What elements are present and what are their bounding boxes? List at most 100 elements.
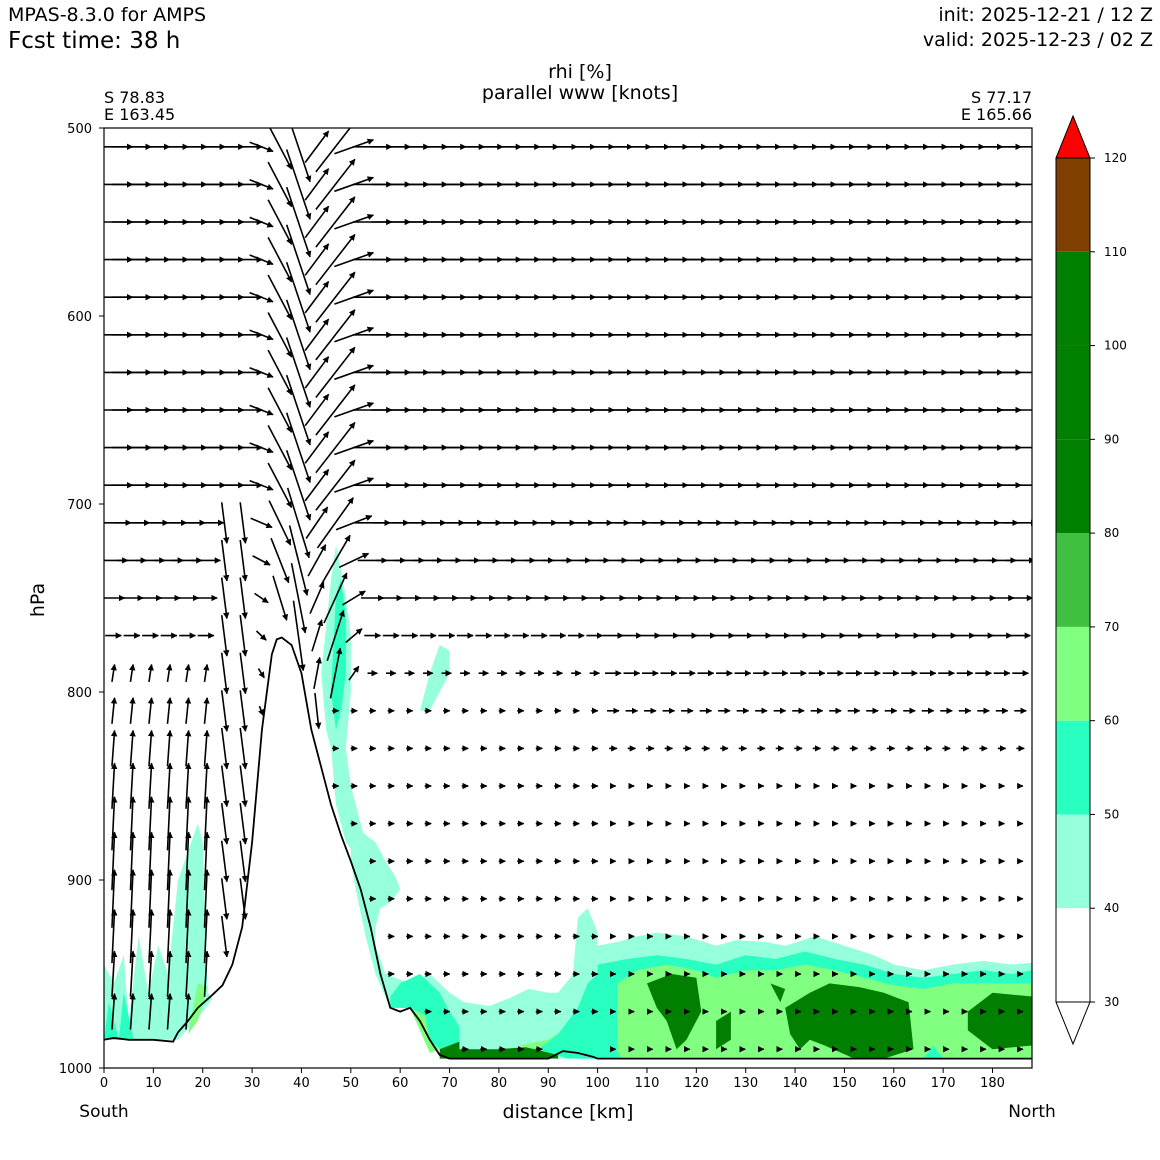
wind-vector (184, 663, 191, 683)
wind-vector (258, 705, 265, 716)
wind-vector (220, 502, 230, 544)
wind-vector (320, 534, 351, 586)
model-label: MPAS-8.3.0 for AMPS (8, 4, 207, 26)
chart-title: rhi [%] (548, 61, 612, 83)
colorbar-segment (1056, 720, 1090, 815)
wind-vectors (104, 128, 1032, 1053)
wind-vector (267, 312, 293, 358)
colorbar-extend-bottom (1055, 1001, 1091, 1046)
wind-vector (304, 243, 330, 276)
rhi-contour (104, 1002, 119, 1040)
wind-vector (315, 309, 356, 361)
colorbar-tick-label: 50 (1104, 807, 1119, 821)
wind-vector (285, 374, 312, 446)
colorbar-segment (1056, 626, 1090, 721)
wind-vector (342, 590, 366, 606)
wind-vector (315, 196, 356, 248)
wind-vector (148, 950, 155, 997)
wind-vector (249, 404, 274, 416)
x-tick-label: 80 (491, 1076, 508, 1091)
wind-vector (249, 479, 274, 491)
wind-vector (288, 525, 309, 596)
wind-vector (220, 577, 230, 620)
wind-vector (111, 831, 118, 891)
wind-vector (313, 656, 322, 690)
y-tick-label: 700 (67, 498, 92, 513)
wind-vector (268, 500, 292, 546)
colorbar-tick-label: 70 (1104, 620, 1119, 634)
x-tick-label: 150 (832, 1076, 857, 1091)
wind-vector (315, 128, 356, 173)
x-axis: 0 10 20 30 40 50 60 70 80 90 100 110 120 130 140 150 160… (100, 1068, 1005, 1091)
rhi-contour (770, 983, 786, 1003)
rhi-contour (390, 974, 460, 1055)
rhi-contour (459, 1039, 559, 1059)
colorbar-tick-label: 80 (1104, 526, 1119, 540)
x-tick-label: 140 (783, 1076, 808, 1091)
wind-vector (203, 663, 210, 683)
x-tick-label: 90 (540, 1076, 557, 1091)
wind-vector (239, 652, 248, 695)
colorbar-segment (1056, 345, 1090, 440)
y-tick-label: 800 (67, 686, 92, 701)
wind-vector (315, 459, 356, 511)
wind-vector (285, 337, 312, 408)
x-tick-label: 20 (194, 1076, 211, 1091)
wind-vector (220, 803, 230, 845)
x-tick-label: 110 (635, 1076, 660, 1091)
wind-vector (267, 387, 293, 433)
colorbar-extend-top (1055, 114, 1091, 159)
wind-vector (220, 727, 230, 770)
wind-vector (316, 497, 354, 549)
terrain (104, 636, 1032, 1060)
y-axis: 500 600 700 800 900 1000 (59, 122, 104, 1077)
wind-vector (285, 262, 312, 333)
x-tick-label: 120 (684, 1076, 709, 1091)
wind-vector (267, 236, 293, 283)
wind-vector (220, 690, 230, 732)
colorbar-tick-label: 100 (1104, 339, 1127, 353)
x-tick-label: 70 (441, 1076, 458, 1091)
wind-vector (129, 697, 136, 724)
wind-vector (110, 697, 118, 724)
wind-vector (285, 186, 312, 258)
wind-vector (129, 950, 136, 997)
wind-vector (147, 729, 155, 767)
forecast-time-label: Fcst time: 38 h (8, 28, 181, 54)
y-axis-label: hPa (27, 583, 49, 617)
wind-vector (315, 421, 356, 474)
rhi-contour (350, 823, 598, 1059)
wind-vector (166, 993, 173, 1030)
y-tick-label: 1000 (59, 1062, 92, 1077)
colorbar-tick-label: 30 (1104, 995, 1119, 1009)
wind-vector (147, 663, 154, 683)
wind-vector (166, 831, 174, 891)
x-tick-label: 50 (343, 1076, 360, 1091)
wind-vector (166, 729, 173, 767)
rhi-contour (646, 974, 702, 1050)
wind-vector (129, 869, 137, 928)
wind-vector (184, 729, 192, 767)
init-time-label: init: 2025-12-21 / 12 Z (938, 4, 1153, 26)
colorbar: 30 40 50 60 70 80 90 100 110 120 (1055, 114, 1127, 1046)
south-label: South (79, 1102, 128, 1122)
right-endpoint-lat: S 77.17 (970, 88, 1032, 107)
wind-vector (220, 840, 230, 883)
wind-vector (148, 831, 155, 891)
rhi-contour (104, 823, 213, 1040)
rhi-contour (785, 983, 914, 1059)
x-axis-label: distance [km] (503, 1101, 634, 1123)
x-tick-label: 0 (100, 1076, 108, 1091)
wind-vector (203, 831, 211, 891)
wind-vector (269, 128, 293, 170)
wind-vector (292, 600, 306, 672)
chart-subtitle: parallel www [knots] (481, 82, 679, 104)
wind-vector (315, 233, 356, 286)
wind-vector (203, 869, 211, 928)
x-tick-label: 40 (293, 1076, 310, 1091)
x-tick-label: 100 (585, 1076, 610, 1091)
wind-vector (315, 271, 356, 323)
wind-vector (267, 199, 293, 245)
wind-vector (184, 993, 192, 1030)
